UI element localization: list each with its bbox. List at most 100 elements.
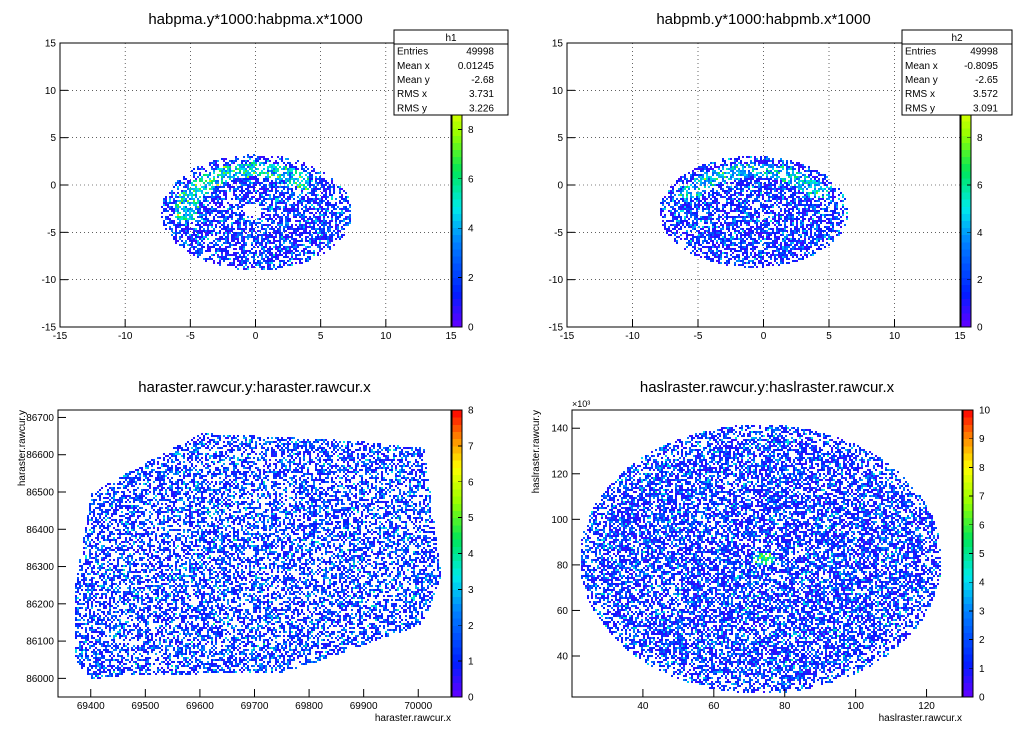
chart-title: haslraster.rawcur.y:haslraster.rawcur.x bbox=[640, 379, 895, 396]
stats-row-value: 3.572 bbox=[973, 89, 998, 100]
color-bar-tick-label: 9 bbox=[979, 434, 985, 445]
color-bar-tick-label: 4 bbox=[468, 549, 474, 560]
x-tick-label: 15 bbox=[954, 331, 966, 342]
color-bar-tick-label: 3 bbox=[468, 585, 474, 596]
stats-row-label: Mean x bbox=[905, 61, 938, 72]
color-bar-tick-label: 4 bbox=[979, 578, 985, 589]
y-tick-label: 86700 bbox=[26, 413, 54, 424]
y-exponent-label: ×10³ bbox=[572, 399, 590, 409]
y-tick-label: -15 bbox=[42, 323, 57, 334]
y-tick-label: 0 bbox=[557, 181, 563, 192]
stats-row-value: 3.091 bbox=[973, 103, 998, 114]
x-tick-label: 100 bbox=[847, 701, 864, 712]
x-tick-label: -10 bbox=[625, 331, 640, 342]
y-tick-label: 15 bbox=[552, 39, 564, 50]
color-bar-tick-label: 7 bbox=[979, 492, 985, 503]
color-bar-tick-label: 7 bbox=[468, 441, 474, 452]
color-bar-tick-label: 5 bbox=[468, 513, 474, 524]
y-tick-label: 5 bbox=[50, 133, 56, 144]
y-axis-title: haraster.rawcur.y bbox=[17, 410, 28, 486]
stats-row-label: Mean x bbox=[397, 61, 430, 72]
data-cells bbox=[581, 425, 941, 693]
y-tick-label: 5 bbox=[557, 133, 563, 144]
color-bar-tick-label: 0 bbox=[468, 323, 474, 334]
x-tick-label: 15 bbox=[445, 331, 457, 342]
color-bar-tick-label: 1 bbox=[468, 657, 474, 668]
y-tick-label: 10 bbox=[552, 86, 564, 97]
color-bar-tick-label: 10 bbox=[979, 406, 991, 417]
stats-row-value: 0.01245 bbox=[458, 61, 495, 72]
stats-box-name: h2 bbox=[951, 33, 963, 44]
x-axis-title: haslraster.rawcur.x bbox=[879, 713, 962, 724]
x-tick-label: 5 bbox=[826, 331, 832, 342]
y-tick-label: 120 bbox=[551, 469, 568, 480]
y-tick-label: 86000 bbox=[26, 674, 54, 685]
x-tick-label: 69800 bbox=[295, 701, 323, 712]
x-tick-label: 10 bbox=[889, 331, 901, 342]
data-cells bbox=[75, 433, 441, 679]
y-tick-label: 86400 bbox=[26, 525, 54, 536]
x-tick-label: -10 bbox=[118, 331, 133, 342]
color-bar-tick-label: 8 bbox=[979, 463, 985, 474]
y-tick-label: 86600 bbox=[26, 450, 54, 461]
chart-habpmb: habpmb.y*1000:habpmb.x*1000 -15 -10 -5 0 5 10 1… bbox=[549, 11, 1013, 342]
x-tick-label: -15 bbox=[53, 331, 68, 342]
color-bar-tick-label: 1 bbox=[979, 664, 985, 675]
x-tick-label: 80 bbox=[779, 701, 791, 712]
y-tick-label: 10 bbox=[45, 86, 57, 97]
color-bar-tick-label: 3 bbox=[979, 606, 985, 617]
x-tick-label: 60 bbox=[708, 701, 720, 712]
stats-row-label: RMS y bbox=[905, 103, 935, 114]
y-tick-label: 100 bbox=[551, 515, 568, 526]
stats-row-label: RMS x bbox=[905, 89, 935, 100]
stats-row-value: -2.65 bbox=[975, 75, 998, 86]
color-bar-tick-label: 2 bbox=[468, 621, 474, 632]
x-tick-label: -5 bbox=[186, 331, 195, 342]
stats-row-label: Entries bbox=[397, 47, 428, 58]
chart-title: haraster.rawcur.y:haraster.rawcur.x bbox=[138, 379, 371, 396]
stats-box-name: h1 bbox=[445, 33, 457, 44]
y-tick-label: -15 bbox=[549, 323, 564, 334]
y-tick-label: -10 bbox=[549, 275, 564, 286]
chart-haraster: haraster.rawcur.y:haraster.rawcur.x 69400… bbox=[17, 379, 474, 724]
x-tick-label: -5 bbox=[694, 331, 703, 342]
color-bar-tick-label: 0 bbox=[977, 323, 983, 334]
y-tick-label: 86100 bbox=[26, 637, 54, 648]
x-tick-label: 69900 bbox=[350, 701, 378, 712]
x-tick-label: 69700 bbox=[241, 701, 269, 712]
chart-haslraster: haslraster.rawcur.y:haslraster.rawcur.x 4… bbox=[531, 379, 991, 724]
stats-row-label: RMS x bbox=[397, 89, 427, 100]
stats-row-label: Mean y bbox=[397, 75, 430, 86]
color-bar: 0 1 2 3 4 5 6 7 8 9 10 bbox=[962, 406, 991, 704]
color-bar-tick-label: 0 bbox=[468, 693, 474, 704]
grid-lines bbox=[60, 43, 451, 327]
stats-row-value: 3.731 bbox=[469, 89, 494, 100]
y-tick-label: 140 bbox=[551, 424, 568, 435]
y-tick-label: 86300 bbox=[26, 562, 54, 573]
stats-row-label: Mean y bbox=[905, 75, 938, 86]
y-tick-label: 0 bbox=[50, 181, 56, 192]
x-tick-label: 0 bbox=[761, 331, 767, 342]
color-bar-tick-label: 8 bbox=[468, 125, 474, 136]
chart-title: habpma.y*1000:habpma.x*1000 bbox=[148, 11, 362, 28]
y-tick-label: 86200 bbox=[26, 599, 54, 610]
color-bar-tick-label: 6 bbox=[468, 477, 474, 488]
stats-row-value: 49998 bbox=[466, 47, 494, 58]
stats-box: h1 Entries 49998 Mean x 0.01245 Mean y -2.68 RM… bbox=[393, 29, 509, 116]
stats-row-label: Entries bbox=[905, 47, 936, 58]
color-bar-tick-label: 6 bbox=[468, 174, 474, 185]
x-tick-label: 69500 bbox=[131, 701, 159, 712]
data-cells bbox=[660, 156, 848, 268]
axes: 69400 69500 69600 69700 69800 69900 70000 86000… bbox=[26, 413, 432, 712]
data-cells bbox=[161, 154, 351, 270]
axes: 40 60 80 100 120 40 60 80 100 120 140 bbox=[551, 424, 935, 712]
y-axis-title: haslraster.rawcur.y bbox=[531, 410, 542, 493]
y-tick-label: 80 bbox=[557, 560, 569, 571]
x-tick-label: 70000 bbox=[404, 701, 432, 712]
stats-row-value: 49998 bbox=[970, 47, 998, 58]
y-tick-label: 15 bbox=[45, 39, 57, 50]
y-tick-label: 86500 bbox=[26, 488, 54, 499]
y-tick-label: -10 bbox=[42, 275, 57, 286]
stats-row-value: 3.226 bbox=[469, 103, 494, 114]
stats-box: h2 Entries 49998 Mean x -0.8095 Mean y -2.65 RM… bbox=[901, 29, 1013, 116]
